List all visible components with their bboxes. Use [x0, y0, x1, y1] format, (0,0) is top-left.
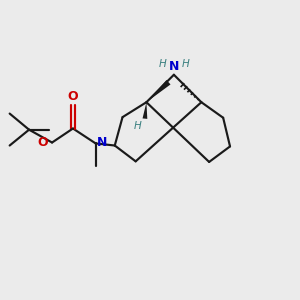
Text: O: O: [37, 136, 48, 149]
Text: H: H: [159, 59, 167, 69]
Text: N: N: [169, 60, 179, 73]
Text: H: H: [182, 59, 189, 69]
Text: N: N: [97, 136, 107, 149]
Polygon shape: [146, 80, 170, 102]
Text: O: O: [67, 90, 78, 103]
Polygon shape: [142, 102, 147, 119]
Text: H: H: [134, 121, 142, 131]
